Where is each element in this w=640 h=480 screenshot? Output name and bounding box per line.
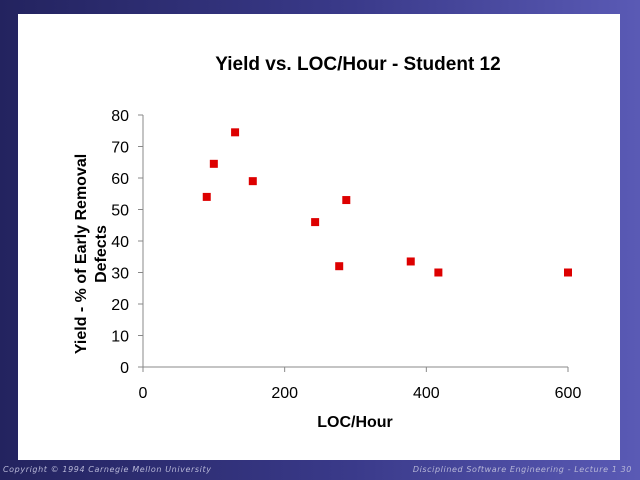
y-tick-label: 0 [120, 360, 129, 377]
data-point [335, 262, 344, 271]
data-point [202, 192, 211, 201]
x-tick-label: 0 [139, 385, 148, 402]
y-tick-label: 80 [111, 108, 129, 125]
y-tick-label: 50 [111, 203, 129, 220]
y-tick-label: 10 [111, 329, 129, 346]
data-point [231, 128, 240, 137]
x-tick-label: 400 [413, 385, 440, 402]
data-point [564, 268, 572, 277]
axes: 0 10 20 30 40 50 60 70 80 0 200 400 600 [111, 108, 581, 402]
data-point [434, 268, 443, 277]
y-tick-label: 20 [111, 297, 129, 314]
scatter-chart: Yield vs. LOC/Hour - Student 12 Yield - … [73, 54, 581, 431]
footer-lecture: Disciplined Software Engineering - Lectu… [412, 465, 632, 474]
chart-title: Yield vs. LOC/Hour - Student 12 [215, 54, 500, 75]
data-point [342, 196, 351, 205]
x-tick-label: 200 [271, 385, 298, 402]
data-point [209, 159, 218, 168]
data-points [202, 128, 572, 277]
y-axis-label: Yield - % of Early Removal Defects [73, 154, 110, 354]
y-axis-label-line-1: Yield - % of Early Removal [73, 154, 90, 354]
x-axis-label: LOC/Hour [317, 414, 393, 431]
y-tick-label: 70 [111, 140, 129, 157]
y-tick-label: 40 [111, 234, 129, 251]
footer-copyright: Copyright © 1994 Carnegie Mellon Univers… [3, 465, 212, 474]
x-tick-label: 600 [555, 385, 582, 402]
y-tick-label: 60 [111, 171, 129, 188]
slide-panel: Yield vs. LOC/Hour - Student 12 Yield - … [18, 14, 620, 460]
data-point [406, 257, 415, 266]
y-tick-label: 30 [111, 266, 129, 283]
y-axis-label-line-2: Defects [93, 225, 110, 283]
data-point [311, 218, 320, 227]
data-point [248, 177, 257, 186]
